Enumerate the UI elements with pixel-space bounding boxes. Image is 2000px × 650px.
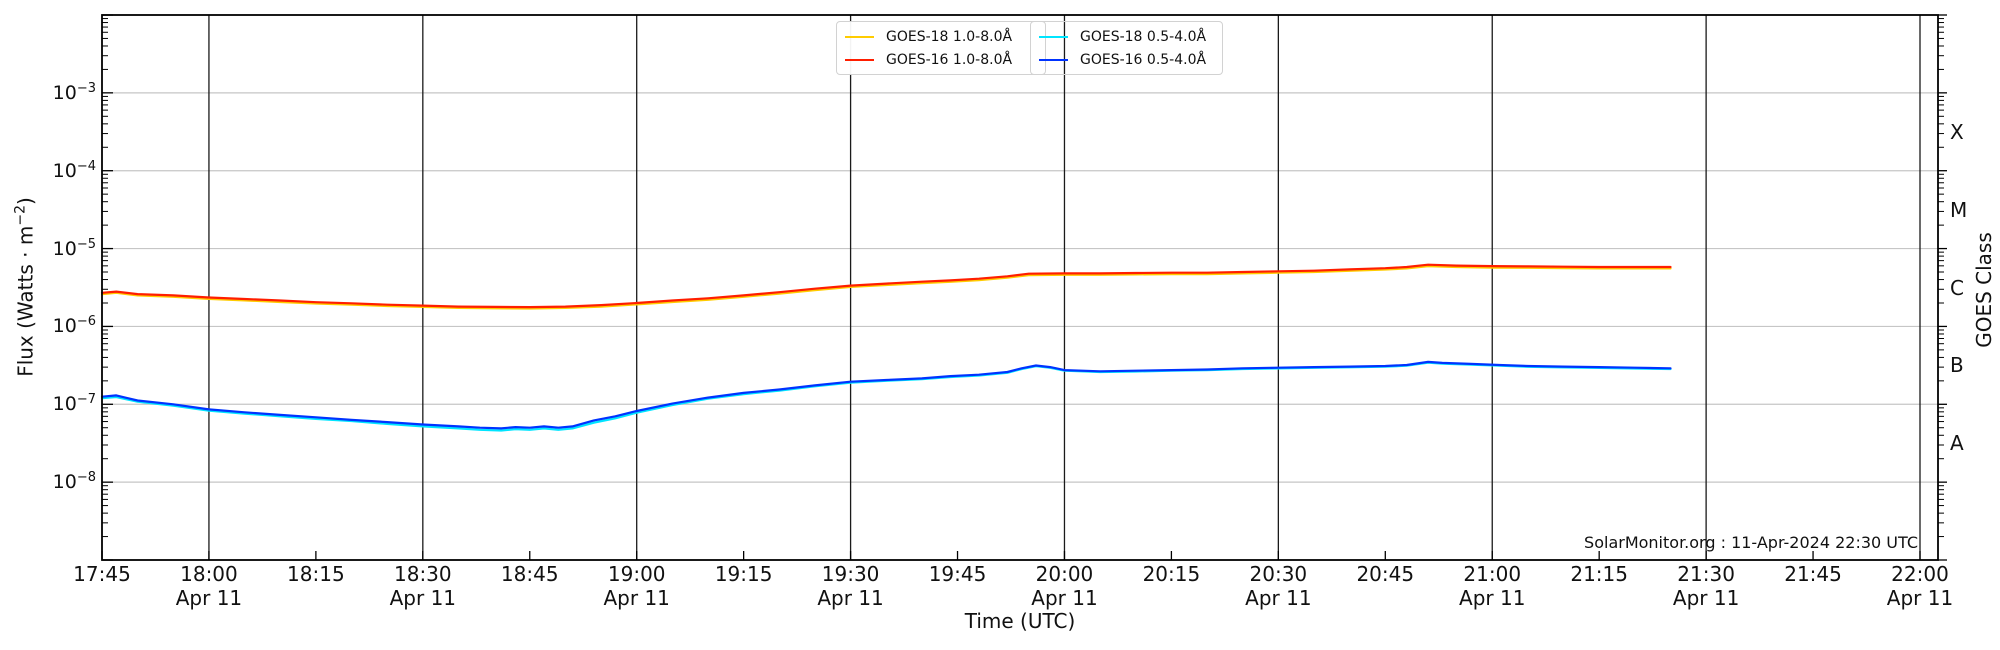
legend-item: GOES-16 0.5-4.0Å (1037, 50, 1216, 70)
x-tick-label: 20:45 (1356, 562, 1415, 586)
legend-item: GOES-16 1.0-8.0Å (843, 50, 1039, 70)
goes-class-label-x: X (1950, 119, 1964, 144)
y-tick-label: 10−5 (52, 236, 96, 260)
x-tick-label: 18:15 (287, 562, 345, 586)
legend-line-swatch (845, 35, 874, 38)
x-tick-label: 17:45 (73, 562, 131, 586)
x-tick-label: 19:00 (607, 562, 666, 586)
y-axis-title: Flux (Watts · m−2) (13, 197, 38, 377)
x-tick-date-label: Apr 11 (1886, 586, 1954, 610)
legend-item: GOES-18 0.5-4.0Å (1037, 27, 1216, 47)
flux-curve-3 (100, 360, 1672, 430)
x-tick-label: 18:45 (500, 562, 559, 586)
x-tick-label: 21:15 (1570, 562, 1628, 586)
legend-box-short-channel: GOES-18 0.5-4.0Å GOES-16 0.5-4.0Å (1030, 21, 1223, 75)
x-tick-date-label: Apr 11 (817, 586, 884, 610)
x-tick-date-label: Apr 11 (1459, 586, 1526, 610)
y-tick-label: 10−6 (52, 314, 96, 338)
legend-box-long-channel: GOES-18 1.0-8.0Å GOES-16 1.0-8.0Å (836, 21, 1046, 75)
legend-label: GOES-16 1.0-8.0Å (886, 51, 1013, 68)
legend-line-swatch (1039, 58, 1068, 61)
x-tick-date-label: Apr 11 (175, 586, 243, 610)
y-tick-label: 10−7 (52, 392, 96, 416)
x-tick-date-label: Apr 11 (1031, 586, 1098, 610)
flux-curve-2 (100, 361, 1672, 432)
x-tick-label: 21:30 (1677, 562, 1735, 586)
y-axis-title-text: Flux (Watts · m (13, 225, 38, 377)
x-axis-title: Time (UTC) (964, 609, 1076, 633)
y-tick-label: 10−4 (52, 158, 96, 182)
x-tick-date-label: Apr 11 (603, 586, 670, 610)
legend-line-swatch (1039, 35, 1068, 38)
legend-item: GOES-18 1.0-8.0Å (843, 27, 1039, 47)
goes-class-label-c: C (1950, 275, 1964, 300)
plot-border (101, 14, 1939, 561)
y-axis-title-suffix: ) (13, 197, 38, 206)
goes-class-label-b: B (1950, 353, 1964, 378)
x-tick-label: 19:15 (714, 562, 773, 586)
x-tick-label: 19:30 (821, 562, 880, 586)
watermark-text: SolarMonitor.org : 11-Apr-2024 22:30 UTC (1584, 533, 1918, 552)
x-tick-label: 21:45 (1784, 562, 1842, 586)
x-tick-label: 20:00 (1035, 562, 1094, 586)
x-tick-label: 20:15 (1142, 562, 1201, 586)
x-tick-date-label: Apr 11 (389, 586, 457, 610)
legend-line-swatch (845, 58, 874, 61)
legend-label: GOES-18 0.5-4.0Å (1080, 28, 1207, 45)
flux-curve-1 (100, 263, 1672, 309)
x-tick-label: 21:00 (1463, 562, 1522, 586)
y-axis-title-exponent: −2 (12, 205, 29, 226)
goes-class-label-a: A (1950, 431, 1964, 456)
x-tick-label: 22:00 (1891, 562, 1949, 586)
right-axis-title: GOES Class (1972, 232, 1996, 348)
x-tick-date-label: Apr 11 (1672, 586, 1740, 610)
x-tick-label: 19:45 (928, 562, 987, 586)
flux-curve-0 (100, 265, 1672, 310)
y-tick-label: 10−8 (52, 470, 96, 494)
y-tick-label: 10−3 (52, 80, 96, 105)
legend-label: GOES-18 1.0-8.0Å (886, 28, 1013, 45)
legend-label: GOES-16 0.5-4.0Å (1080, 51, 1207, 68)
x-tick-label: 18:00 (180, 562, 238, 586)
x-tick-label: 20:30 (1249, 562, 1308, 586)
x-tick-label: 18:30 (393, 562, 452, 586)
goes-class-label-m: M (1950, 197, 1968, 222)
x-tick-date-label: Apr 11 (1245, 586, 1312, 610)
